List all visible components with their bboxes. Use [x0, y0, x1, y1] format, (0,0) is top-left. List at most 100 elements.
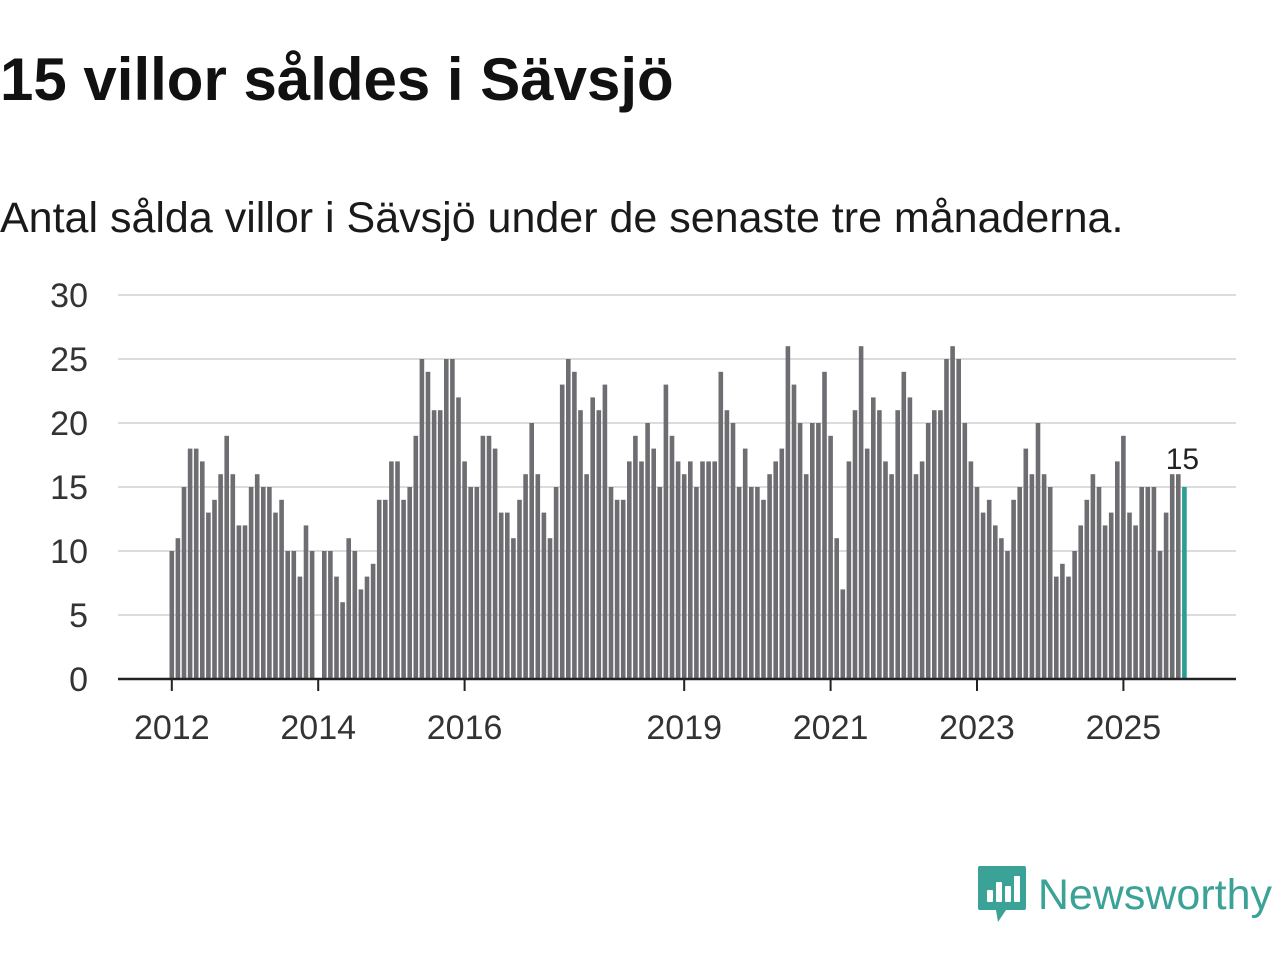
- bar: [431, 410, 437, 679]
- bar: [797, 423, 803, 679]
- y-tick-label: 25: [50, 341, 88, 379]
- x-tick-label: 2016: [427, 709, 503, 747]
- bar: [913, 474, 919, 679]
- bar: [785, 346, 791, 679]
- bar: [358, 589, 364, 679]
- data-label: 15: [1166, 443, 1199, 476]
- bar: [559, 384, 565, 679]
- bar: [749, 487, 754, 679]
- bar: [919, 461, 925, 679]
- bar: [864, 448, 870, 679]
- bar: [675, 461, 681, 679]
- y-tick-label: 5: [69, 597, 88, 635]
- bar: [370, 563, 376, 679]
- bar: [1121, 435, 1126, 679]
- bar: [871, 397, 876, 679]
- bar: [578, 410, 583, 679]
- bar: [224, 435, 229, 679]
- bar: [1054, 576, 1059, 679]
- bar: [962, 423, 968, 679]
- bar: [736, 487, 742, 679]
- x-tick-label: 2025: [1086, 709, 1162, 747]
- bar: [200, 461, 205, 679]
- bar: [1169, 474, 1175, 679]
- bar: [547, 538, 553, 679]
- bar: [1011, 499, 1016, 679]
- bar: [645, 423, 650, 679]
- bar: [1041, 474, 1047, 679]
- bar: [669, 435, 675, 679]
- bar: [1084, 499, 1090, 679]
- x-axis-ticks: 2012 2014 2016 2019 2021 2023 2025: [134, 679, 1161, 747]
- bar: [511, 538, 516, 679]
- bar: [1163, 512, 1169, 679]
- bar: [328, 551, 333, 679]
- bar: [974, 487, 980, 679]
- bar: [364, 576, 370, 679]
- y-tick-label: 20: [50, 405, 88, 443]
- bar: [267, 487, 272, 679]
- bar: [303, 525, 309, 679]
- bar: [297, 576, 303, 679]
- bar: [706, 461, 711, 679]
- bar: [425, 371, 431, 679]
- bar: [803, 474, 809, 679]
- bar: [492, 448, 498, 679]
- bar: [1005, 551, 1010, 679]
- bar: [517, 499, 522, 679]
- bar: [614, 499, 620, 679]
- bar: [346, 538, 351, 679]
- bar: [437, 410, 443, 679]
- y-tick-label: 15: [50, 469, 88, 507]
- bar: [1115, 461, 1120, 679]
- bar: [273, 512, 278, 679]
- bar: [468, 487, 473, 679]
- bar: [895, 410, 900, 679]
- bar: [1035, 423, 1041, 679]
- bar: [993, 525, 998, 679]
- bar: [755, 487, 760, 679]
- x-tick-label: 2019: [646, 709, 722, 747]
- bar: [566, 359, 571, 679]
- bar: [858, 346, 864, 679]
- bar: [279, 499, 284, 679]
- bar: [694, 487, 699, 679]
- chart-title: 15 villor såldes i Sävsjö: [0, 46, 674, 113]
- bar: [883, 461, 888, 679]
- bar: [1078, 525, 1083, 679]
- bar: [218, 474, 223, 679]
- bar: [181, 487, 187, 679]
- bar: [407, 487, 412, 679]
- bar: [248, 487, 254, 679]
- bar: [651, 448, 656, 679]
- data-labels: 15: [1166, 443, 1199, 476]
- x-tick-label: 2023: [939, 709, 1015, 747]
- bar: [1072, 551, 1077, 679]
- bar: [834, 538, 839, 679]
- bar: [169, 551, 175, 679]
- bar: [1108, 512, 1114, 679]
- x-tick-label: 2012: [134, 709, 210, 747]
- bar: [254, 474, 260, 679]
- bar: [450, 359, 455, 679]
- bar: [1102, 525, 1108, 679]
- bar: [1157, 551, 1163, 679]
- bar: [608, 487, 614, 679]
- bar: [1023, 448, 1029, 679]
- bar: [840, 589, 846, 679]
- bar-highlighted: [1182, 487, 1187, 679]
- bar: [889, 474, 894, 679]
- chart-subtitle: Antal sålda villor i Sävsjö under de sen…: [0, 194, 1124, 242]
- newsworthy-logo: Newsworthy: [976, 862, 1272, 928]
- bar: [1017, 487, 1022, 679]
- y-axis-ticks: 0 5 10 15 20 25 30: [50, 277, 88, 699]
- bar: [700, 461, 705, 679]
- bar: [718, 371, 724, 679]
- y-tick-label: 30: [50, 277, 88, 315]
- bar: [980, 512, 986, 679]
- bar: [175, 538, 181, 679]
- bar: [529, 423, 534, 679]
- bar: [456, 397, 461, 679]
- x-tick-label: 2014: [280, 709, 356, 747]
